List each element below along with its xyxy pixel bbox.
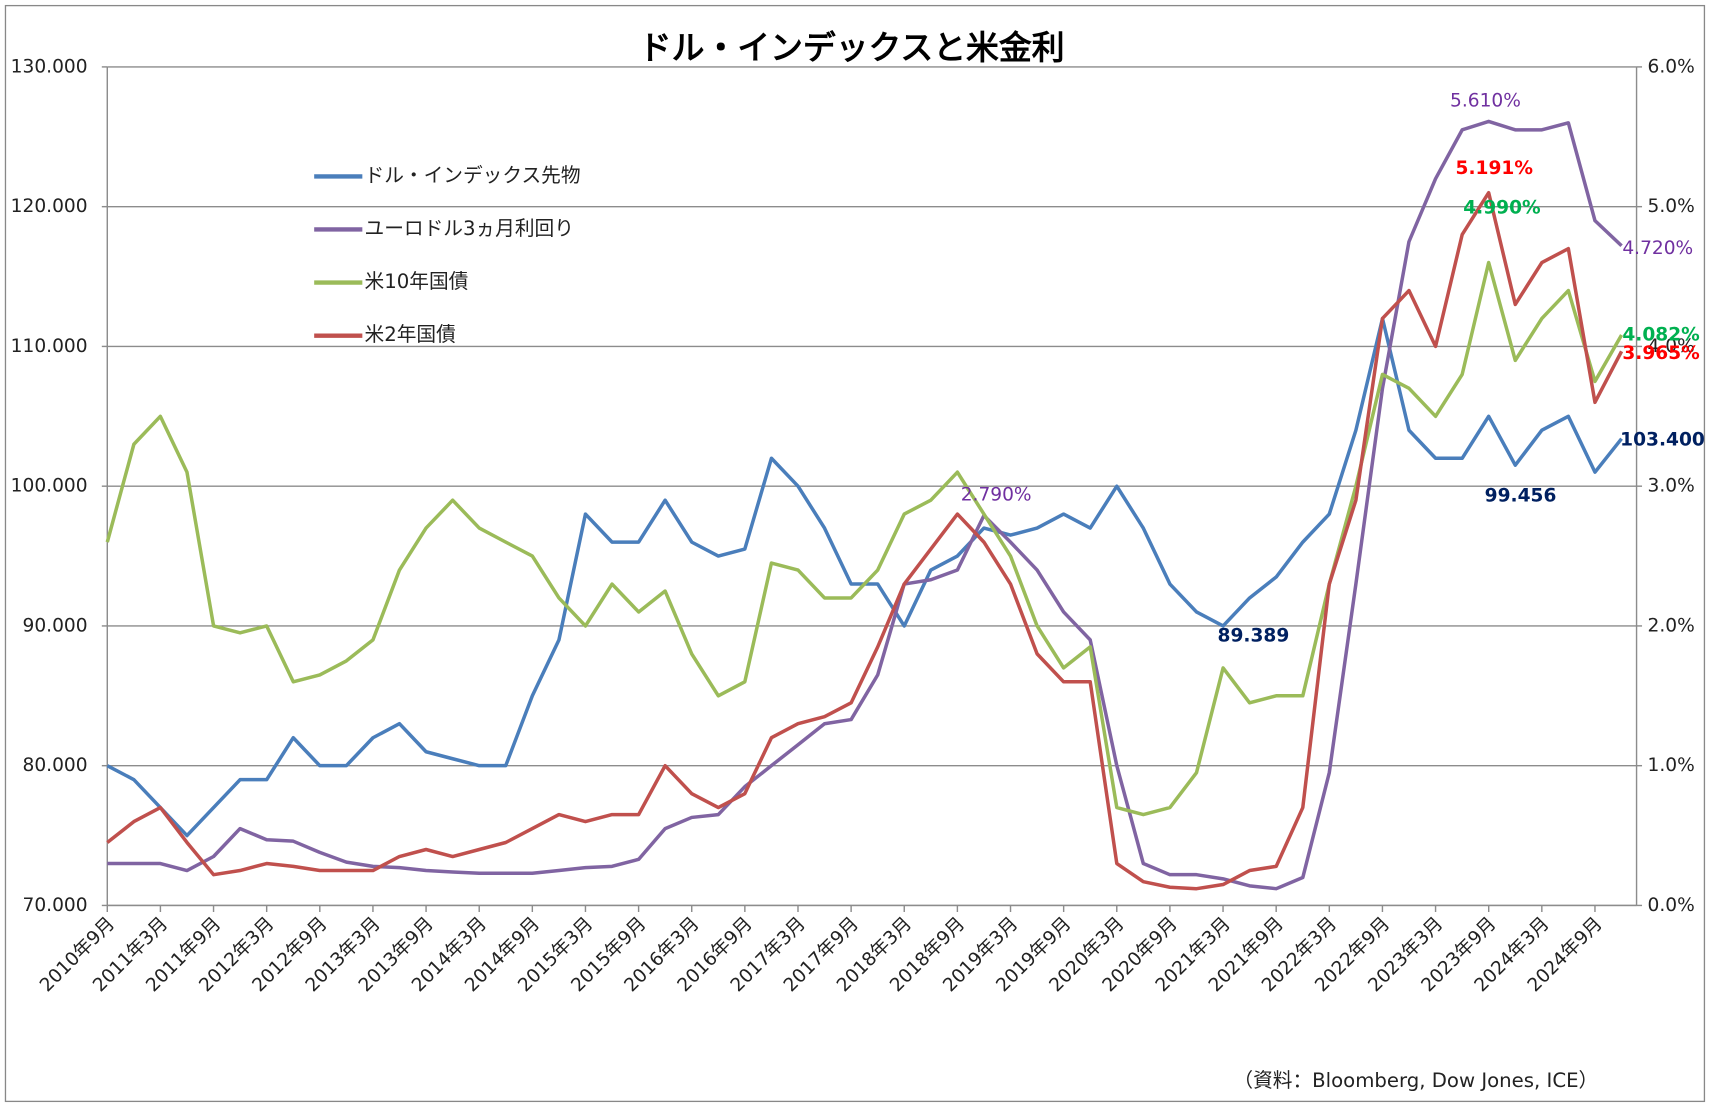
series-line [105, 260, 1624, 817]
y2-tick-label: 1.0% [1648, 755, 1695, 776]
annotation: 5.610% [1450, 90, 1521, 111]
annotation: 4.082% [1622, 325, 1700, 346]
y2-tick-label: 4.0% [1648, 336, 1695, 357]
annotation: 89.389 [1218, 626, 1290, 647]
legend-label: 米10年国債 [365, 270, 469, 293]
y-tick-label: 80.000 [23, 755, 88, 776]
annotation: 4.990% [1463, 198, 1541, 219]
y2-tick-label: 2.0% [1648, 615, 1695, 636]
y2-tick-label: 6.0% [1648, 56, 1695, 77]
y-tick-label: 90.000 [23, 615, 88, 636]
y-tick-label: 120.000 [11, 196, 88, 217]
y-tick-label: 130.000 [11, 56, 88, 77]
annotation: 2.790% [961, 484, 1032, 505]
annotation: 3.965% [1622, 343, 1700, 364]
y2-tick-label: 0.0% [1648, 895, 1695, 916]
series-line [106, 190, 1624, 891]
annotation: 99.456 [1485, 486, 1557, 507]
y-tick-label: 100.000 [11, 476, 88, 497]
chart-title: ドル・インデックスと米金利 [639, 29, 1065, 67]
y-tick-label: 70.000 [23, 895, 88, 916]
y2-tick-label: 3.0% [1648, 476, 1695, 497]
annotation: 4.720% [1622, 238, 1693, 259]
legend-label: 米2年国債 [365, 323, 456, 346]
source-note: （資料：Bloomberg, Dow Jones, ICE） [1233, 1069, 1598, 1092]
chart-frame [4, 4, 1706, 1103]
legend-label: ドル・インデックス先物 [365, 164, 581, 187]
y2-tick-label: 5.0% [1648, 196, 1695, 217]
y-tick-label: 110.000 [11, 336, 88, 357]
annotation: 5.191% [1456, 158, 1534, 179]
legend-label: ユーロドル3ヵ月利回り [365, 217, 574, 240]
annotation: 103.400 [1620, 430, 1705, 451]
series-line [107, 119, 1623, 891]
